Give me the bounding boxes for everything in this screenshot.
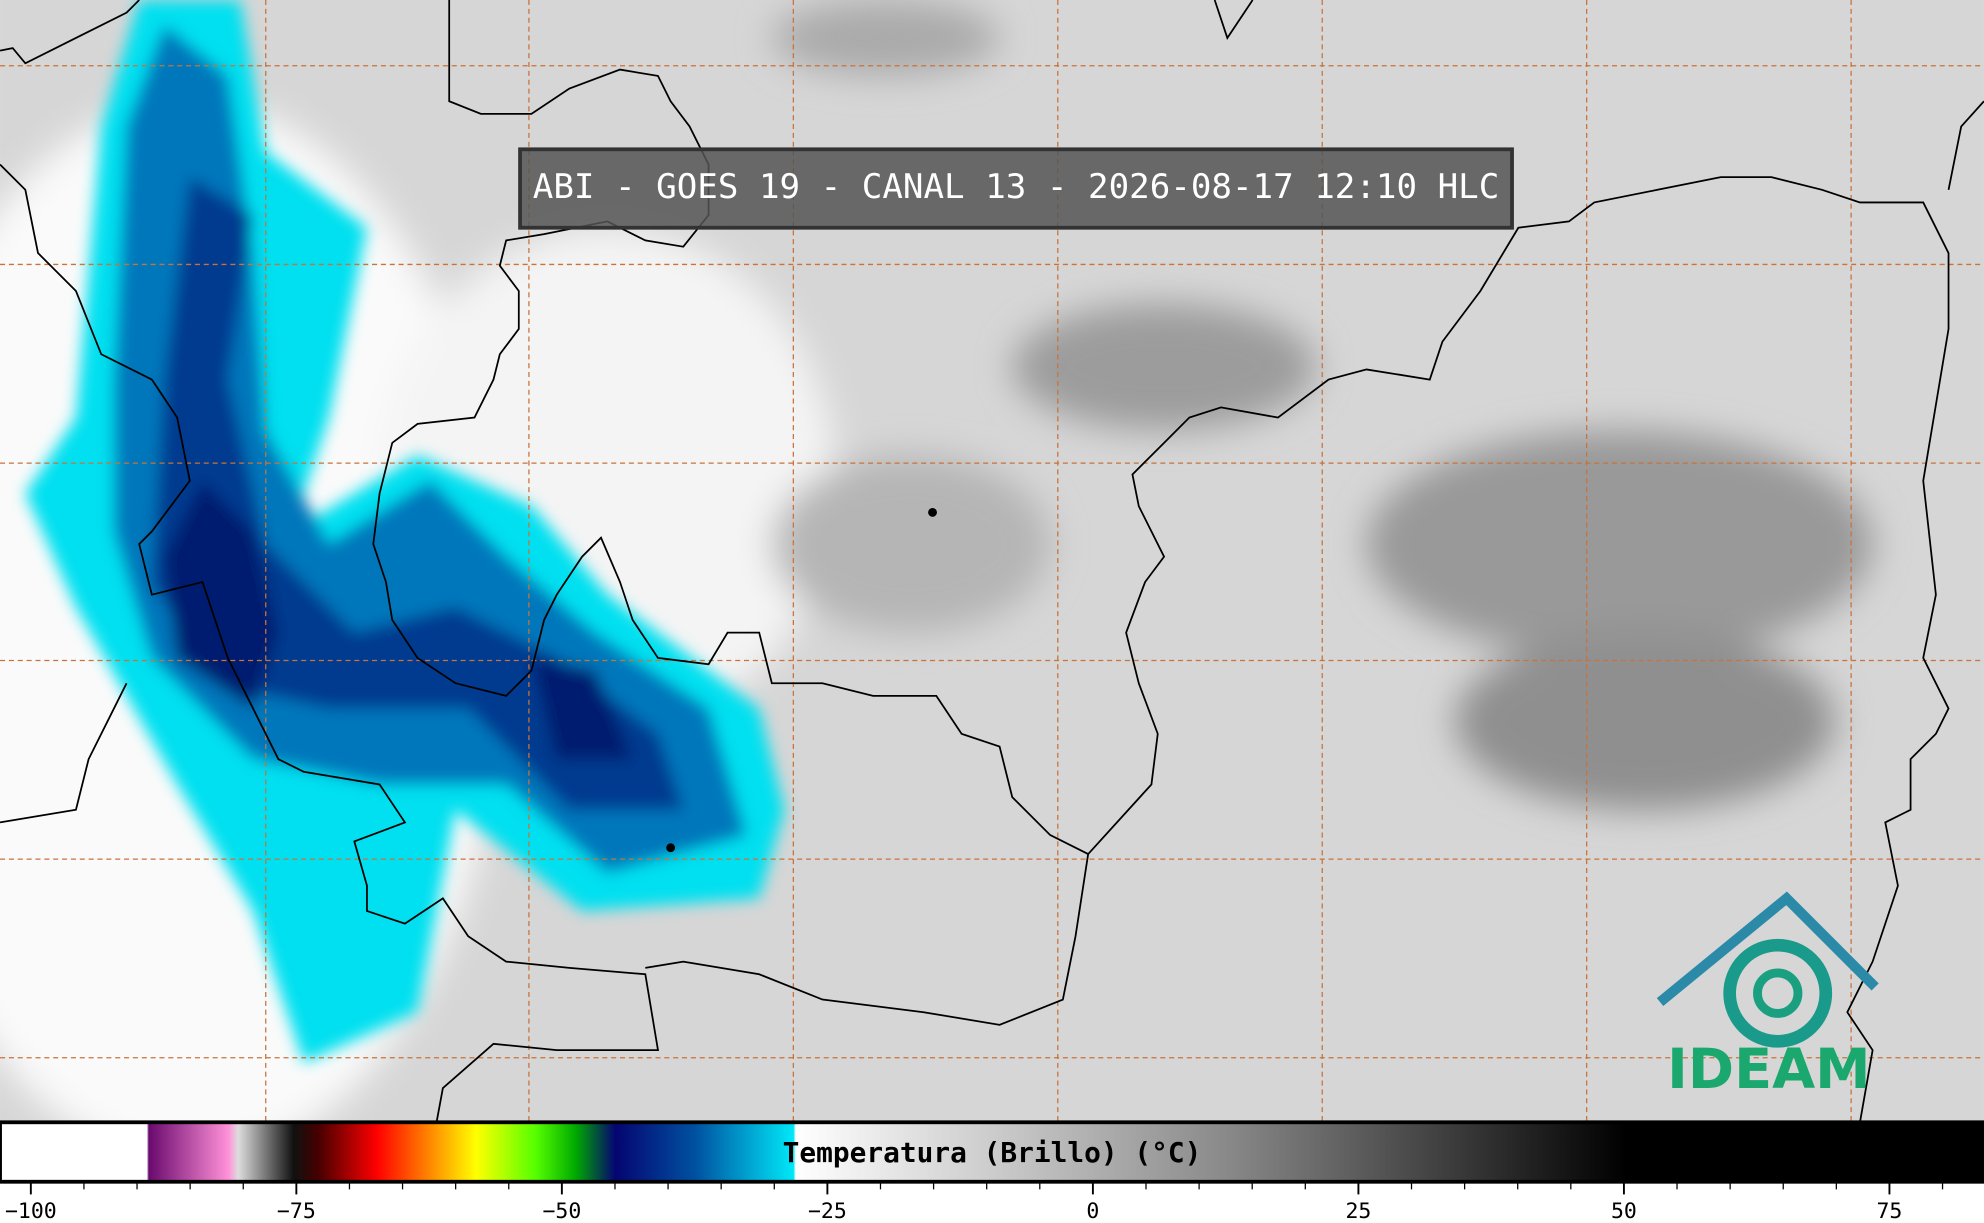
title: ABI - GOES 19 - CANAL 13 - 2026-08-17 12… xyxy=(533,167,1500,207)
tick-label: −75 xyxy=(277,1199,316,1223)
colorbar-label: Temperatura (Brillo) (°C) xyxy=(783,1136,1202,1169)
tick-label: −25 xyxy=(808,1199,847,1223)
tick-label: 0 xyxy=(1086,1199,1099,1223)
tick-label: −100 xyxy=(5,1199,57,1223)
tick-label: 75 xyxy=(1876,1199,1902,1223)
title-box: ABI - GOES 19 - CANAL 13 - 2026-08-17 12… xyxy=(518,147,1514,230)
grid xyxy=(0,0,1984,1123)
logo-text: IDEAM xyxy=(1667,1037,1870,1102)
tick-label: 50 xyxy=(1611,1199,1637,1223)
tick-label: −50 xyxy=(542,1199,581,1223)
logo: IDEAM xyxy=(1656,891,1879,1102)
tick-label: 25 xyxy=(1345,1199,1371,1223)
colorbar: Temperatura (Brillo) (°C) −100 −75 −50 −25 0… xyxy=(0,1120,1984,1223)
